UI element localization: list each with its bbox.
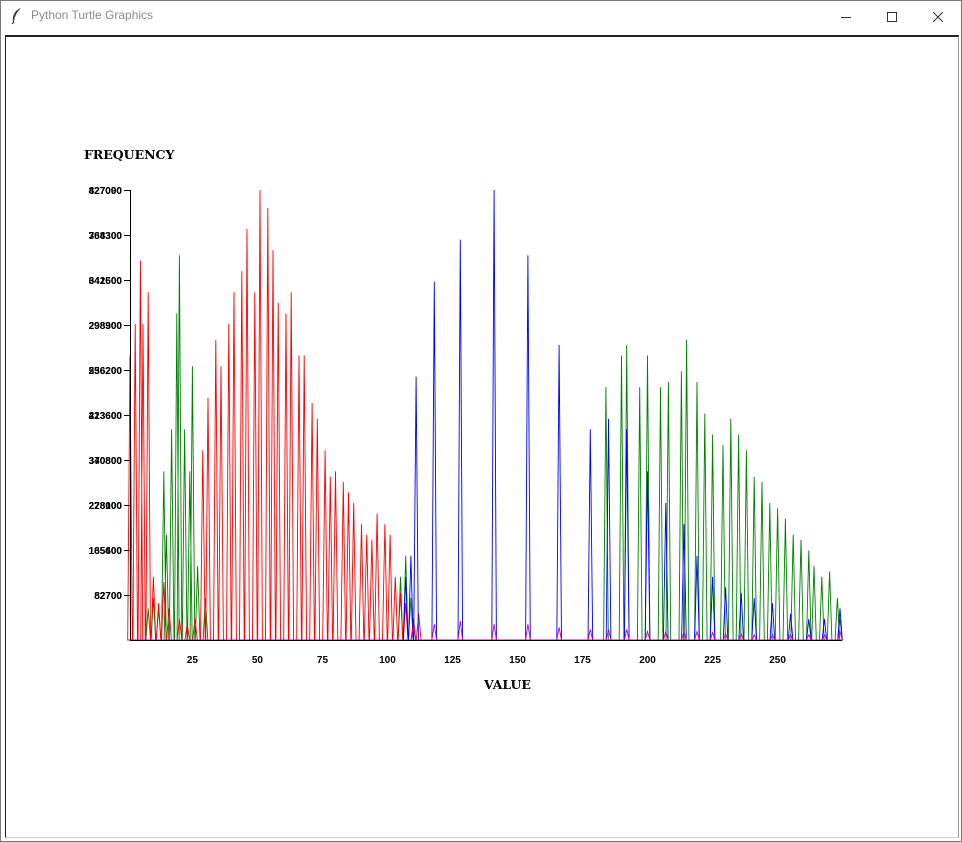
x-tick-label: 25 <box>187 655 199 666</box>
minimize-icon <box>841 16 851 18</box>
title-bar[interactable]: Python Turtle Graphics <box>1 1 961 32</box>
x-tick-label: 100 <box>379 655 396 666</box>
y-tick-label: 213600 <box>89 411 123 422</box>
x-tick-label: 250 <box>769 655 786 666</box>
maximize-button[interactable] <box>869 1 915 32</box>
y-tick-label: 340800 <box>89 456 123 467</box>
y-tick-label: 427090 <box>89 186 123 197</box>
x-axis-title: VALUE <box>483 677 531 692</box>
y-tick-label: 82700 <box>94 591 122 602</box>
minimize-button[interactable] <box>823 1 869 32</box>
y-tick-label: 642500 <box>89 276 123 287</box>
y-tick-label: 827000 <box>89 186 123 197</box>
y-tick-label: 298900 <box>89 321 123 332</box>
y-tick-label: 370800 <box>89 456 123 467</box>
y-tick-label: 185600 <box>89 546 123 557</box>
turtle-canvas: FREQUENCY VALUE 82700 82700 165400 185600 22… <box>5 35 959 838</box>
y-tick-label: 298300 <box>89 321 123 332</box>
maximize-icon <box>887 11 897 22</box>
window-title: Python Turtle Graphics <box>31 8 154 22</box>
close-button[interactable] <box>915 1 961 32</box>
red-series-line <box>127 189 840 641</box>
x-tick-label: 75 <box>317 655 329 666</box>
x-tick-label: 125 <box>444 655 461 666</box>
y-tick-label: 384300 <box>89 231 123 242</box>
magenta-series-line <box>130 620 843 641</box>
histogram-chart: FREQUENCY VALUE 827008270016540018560022… <box>84 147 843 692</box>
y-axis-title: FREQUENCY <box>84 147 175 162</box>
close-icon <box>933 11 943 22</box>
x-tick-label: 200 <box>639 655 656 666</box>
y-tick-label: 165400 <box>89 546 123 557</box>
green-series-line <box>130 255 843 641</box>
x-tick-label: 175 <box>574 655 591 666</box>
y-tick-label: 423600 <box>89 411 123 422</box>
x-tick-label: 225 <box>704 655 721 666</box>
y-tick-label: 341600 <box>89 276 123 287</box>
y-tick-label: 82700 <box>94 591 122 602</box>
y-tick-label: 256200 <box>89 366 123 377</box>
x-tick-label: 50 <box>252 655 264 666</box>
x-tick-label: 150 <box>509 655 526 666</box>
blue-series-line <box>130 189 843 641</box>
y-tick-label: 228000 <box>89 501 123 512</box>
y-tick-label: 278100 <box>89 501 123 512</box>
y-tick-label: 536200 <box>89 366 123 377</box>
y-tick-label: 768300 <box>89 231 123 242</box>
feather-icon <box>9 7 25 25</box>
